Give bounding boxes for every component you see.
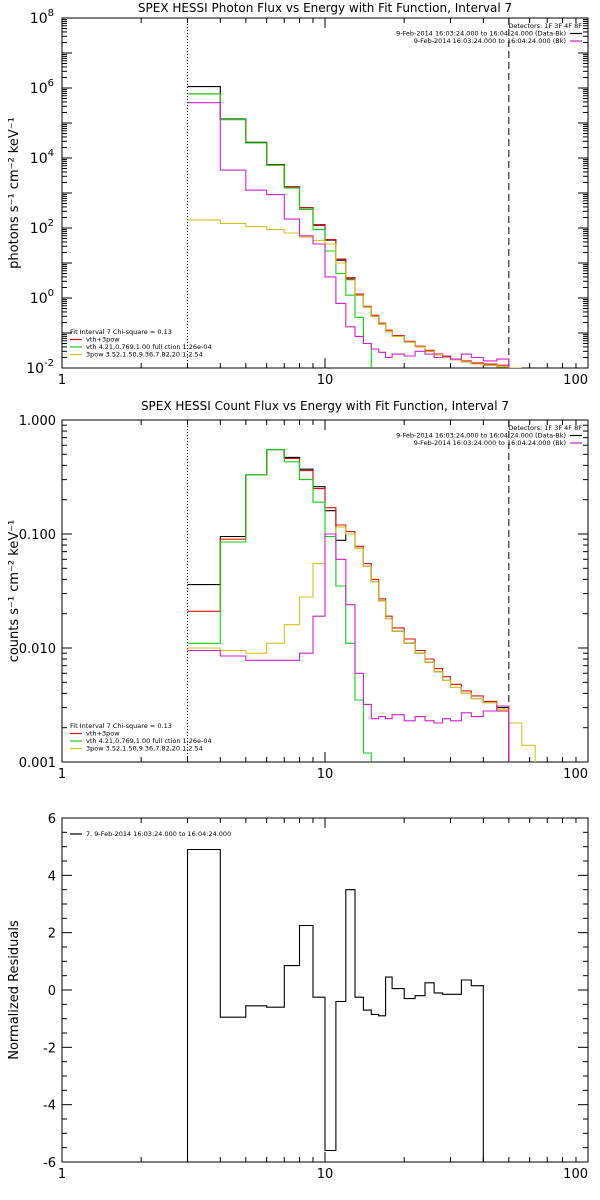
- legend-fit-text: Fit Interval 7 Chi-square = 0.13: [70, 328, 172, 336]
- y-tick-label: 0.001: [19, 756, 56, 771]
- legend-fit-text: vth+3pow: [86, 336, 120, 344]
- x-tick-label: 100: [563, 767, 588, 782]
- residuals-panel: 1 10 100 -6 -4 -2 0 2 4 6 Normalized Residuals 7. 9…: [7, 812, 589, 1182]
- legend-detectors-text: 9-Feb-2014 16:03:24.000 to 16:04:24.000 …: [414, 439, 566, 447]
- plot-area: [186, 420, 536, 762]
- y-tick-label: 108: [30, 8, 54, 27]
- legend-fit-text: Fit Interval 7 Chi-square = 0.13: [70, 722, 172, 730]
- y-tick-label: 10-2: [26, 358, 54, 377]
- y-axis-label: photons s⁻¹ cm⁻² keV⁻¹: [7, 117, 22, 269]
- y-tick-label: 102: [30, 218, 54, 237]
- x-tick-label: 10: [317, 767, 334, 782]
- y-tick-label: 100: [30, 288, 54, 307]
- legend-fit-text: vth 4.21,0.769,1.00 full ction 1.26e-04: [86, 737, 212, 745]
- legend-fit-text: 3pow 3.52,1.50,9.36,7.82,20.1,2.54: [86, 745, 203, 753]
- x-tick-label: 1: [58, 373, 66, 388]
- y-tick-label: 106: [30, 78, 54, 97]
- y-tick-label: 2: [48, 927, 56, 942]
- y-tick-label: -4: [43, 1099, 56, 1114]
- y-axis-label: Normalized Residuals: [7, 920, 22, 1060]
- y-tick-label: 0.100: [19, 528, 56, 543]
- legend-detectors-text: 9-Feb-2014 16:03:24.000 to 16:04:24.000 …: [414, 37, 566, 45]
- series-3pow: [187, 526, 536, 762]
- legend-fit-text: vth 4.21,0.769,1.00 full ction 1.26e-04: [86, 343, 212, 351]
- x-tick-label: 10: [317, 1167, 334, 1182]
- x-tick-label: 100: [563, 373, 588, 388]
- series-Bk: [187, 533, 510, 762]
- chart-title: SPEX HESSI Count Flux vs Energy with Fit…: [141, 399, 509, 413]
- legend-fit-text: vth+3pow: [86, 730, 120, 738]
- legend-detectors-text: 9-Feb-2014 16:03:24.000 to 16:04:24.000 …: [396, 30, 566, 38]
- count-flux-panel: SPEX HESSI Count Flux vs Energy with Fit…: [7, 399, 589, 782]
- legend-fit-text: 3pow 3.52,1.50,9.36,7.82,20.1,2.54: [86, 351, 203, 359]
- y-tick-label: 0.010: [19, 642, 56, 657]
- y-tick-label: 0: [48, 984, 56, 999]
- plot-area: [186, 848, 484, 1162]
- x-tick-label: 10: [317, 373, 334, 388]
- plot-area: [186, 18, 522, 368]
- legend-detectors-text: Detectors: 1F 3F 4F 8F: [508, 22, 582, 30]
- y-tick-label: 1.000: [19, 414, 56, 429]
- x-tick-label: 100: [563, 1167, 588, 1182]
- y-axis-label: counts s⁻¹ cm⁻² keV⁻¹: [7, 520, 22, 663]
- legend-detectors-text: Detectors: 1F 3F 4F 8F: [508, 424, 582, 432]
- y-tick-label: 6: [48, 812, 56, 827]
- y-tick-label: -6: [43, 1156, 56, 1171]
- series-3pow: [187, 219, 522, 368]
- legend-interval-text: 7. 9-Feb-2014 16:03:24.000 to 16:04:24.0…: [86, 830, 231, 838]
- x-tick-label: 1: [58, 767, 66, 782]
- legend-detectors-text: 9-Feb-2014 16:03:24.000 to 16:04:24.000 …: [396, 432, 566, 440]
- x-tick-label: 1: [58, 1167, 66, 1182]
- series-Bk: [187, 102, 510, 368]
- y-tick-label: 104: [30, 148, 54, 167]
- series-residuals: [186, 848, 484, 1162]
- y-tick-label: 4: [48, 869, 56, 884]
- series-vth: [187, 449, 372, 762]
- photon-flux-panel: SPEX HESSI Photon Flux vs Energy with Fi…: [7, 1, 589, 388]
- series-vth: [187, 93, 372, 368]
- y-tick-label: -2: [43, 1041, 56, 1056]
- chart-title: SPEX HESSI Photon Flux vs Energy with Fi…: [138, 1, 512, 15]
